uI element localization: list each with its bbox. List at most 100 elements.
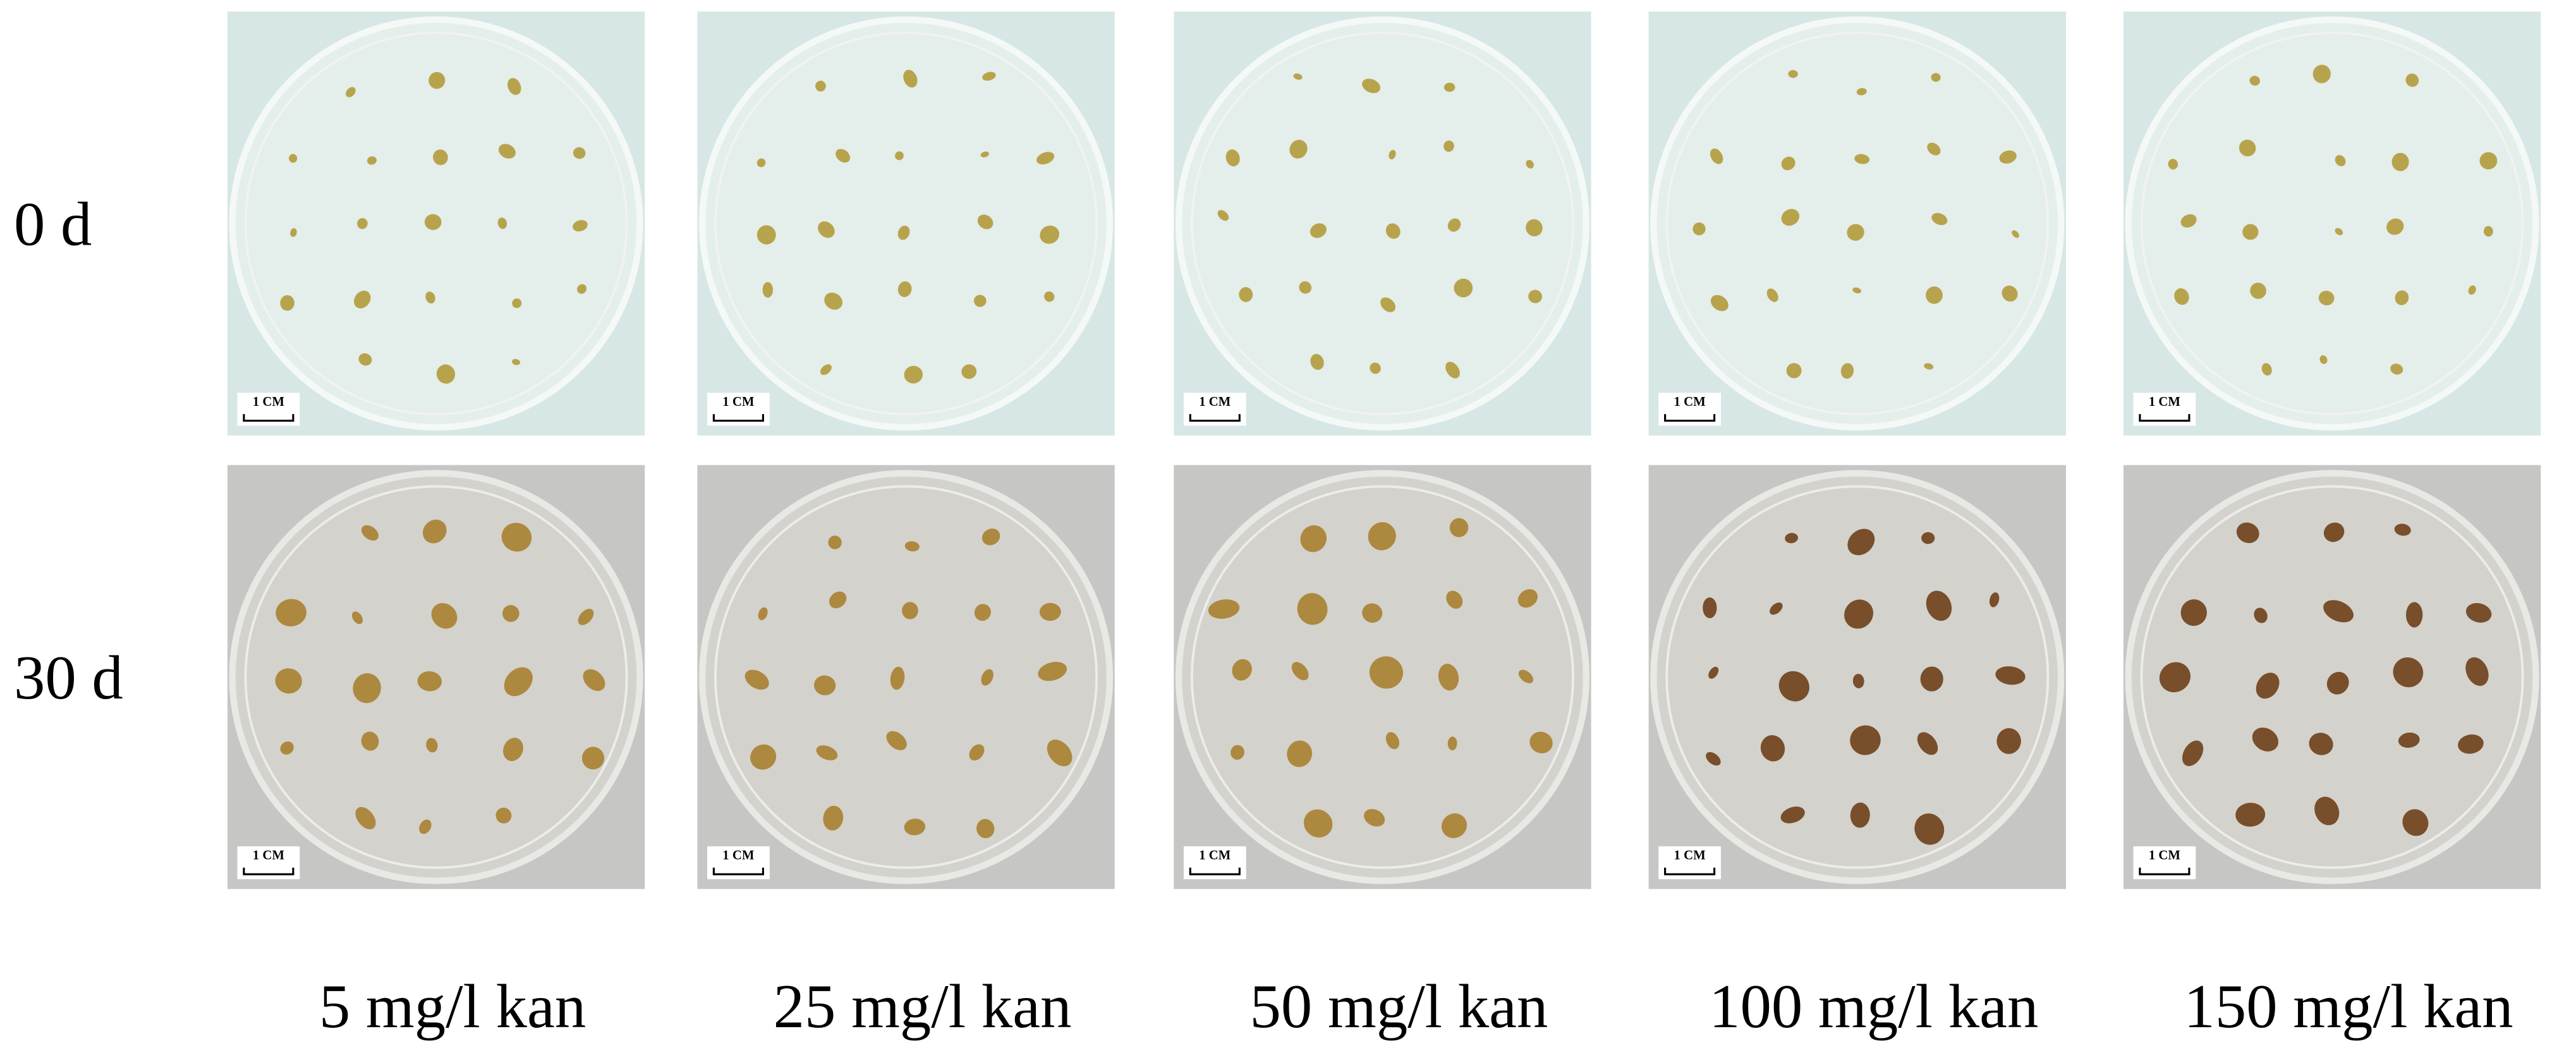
explant [1926, 286, 1943, 304]
explant [1770, 602, 1783, 615]
explant [904, 541, 920, 552]
petri-rim [1190, 485, 1574, 869]
scale-bar-label: 1 CM [1674, 394, 1706, 409]
explant [2405, 73, 2419, 87]
explant [813, 675, 836, 695]
explant [1788, 70, 1798, 78]
explant [1528, 290, 1543, 303]
scale-bar [1189, 867, 1241, 875]
explant [2314, 796, 2340, 826]
explant [2483, 226, 2493, 237]
explant [895, 151, 904, 161]
explant [1293, 73, 1303, 80]
scale-bar [1189, 414, 1241, 422]
explant [573, 147, 586, 159]
explant [353, 673, 381, 704]
explant [2402, 809, 2429, 836]
explant [1778, 671, 1809, 702]
scale-bar-label: 1 CM [1199, 848, 1231, 863]
explant [1443, 82, 1455, 92]
explant [902, 602, 918, 619]
explant [981, 528, 1000, 546]
explant [1856, 88, 1867, 95]
explant [1786, 363, 1802, 379]
explant [1840, 363, 1854, 379]
petri-rim [2140, 32, 2524, 416]
scale-bar [1664, 414, 1716, 422]
explant [424, 214, 442, 230]
explant [2390, 363, 2403, 375]
explant [2261, 363, 2272, 376]
explant [1785, 533, 1799, 544]
explant [289, 154, 298, 163]
explant [897, 281, 912, 297]
explant [1847, 528, 1875, 556]
explant [1217, 210, 1229, 221]
plate-photo: 1 CM [227, 11, 645, 436]
explant [1303, 809, 1333, 838]
petri-rim [1665, 485, 2050, 869]
explant [290, 228, 297, 237]
explant [756, 158, 766, 168]
plate-photo: 1 CM [227, 465, 645, 889]
explant [355, 807, 376, 829]
explant [436, 364, 456, 384]
explant [512, 298, 522, 308]
explant [1446, 590, 1463, 609]
explant [1844, 599, 1874, 629]
explant [977, 214, 993, 229]
scale-bar-label: 1 CM [2149, 394, 2181, 409]
explant [2393, 657, 2424, 688]
explant [2182, 740, 2204, 766]
explant [1995, 666, 2026, 685]
explant [961, 364, 977, 379]
column-label: 50 mg/l kan [1250, 972, 1548, 1041]
explant [1362, 603, 1383, 623]
explant [573, 220, 588, 232]
explant [433, 149, 448, 166]
explant [1708, 666, 1719, 679]
explant [2254, 607, 2268, 623]
explant [507, 78, 521, 95]
explant [1847, 224, 1864, 241]
explant [756, 225, 776, 245]
explant [361, 731, 379, 751]
explant [1225, 149, 1240, 167]
scale-bar [2139, 414, 2190, 422]
explant [1917, 732, 1938, 755]
explant [1309, 223, 1327, 238]
petri-rim [244, 32, 628, 416]
explant [1526, 159, 1534, 169]
explant [1529, 731, 1553, 753]
explant [1300, 525, 1327, 552]
scale-bar-label: 1 CM [253, 848, 285, 863]
explant [1517, 589, 1538, 608]
scale-bar [712, 867, 764, 875]
explant [1766, 288, 1778, 302]
scale-bar-label: 1 CM [722, 394, 755, 409]
explant [2386, 218, 2404, 235]
explant [495, 807, 512, 824]
explant [2168, 159, 2178, 170]
explant [744, 669, 769, 690]
explant [1927, 142, 1941, 156]
explant [425, 291, 435, 304]
explant [2468, 285, 2476, 295]
explant [974, 295, 987, 307]
explant [2395, 290, 2409, 305]
explant [2242, 224, 2259, 240]
explant [976, 819, 995, 839]
explant [422, 519, 447, 544]
explant [1852, 673, 1864, 688]
row-label: 30 d [14, 643, 123, 712]
petri-dish [1650, 16, 2065, 431]
explant [2323, 522, 2345, 542]
explant [367, 156, 377, 165]
explant [823, 805, 844, 831]
explant [1710, 148, 1723, 164]
explant [2319, 355, 2328, 364]
plate-photo: 1 CM [1174, 465, 1591, 889]
explant [428, 71, 446, 89]
explant [1921, 532, 1935, 544]
explant [1914, 813, 1945, 845]
